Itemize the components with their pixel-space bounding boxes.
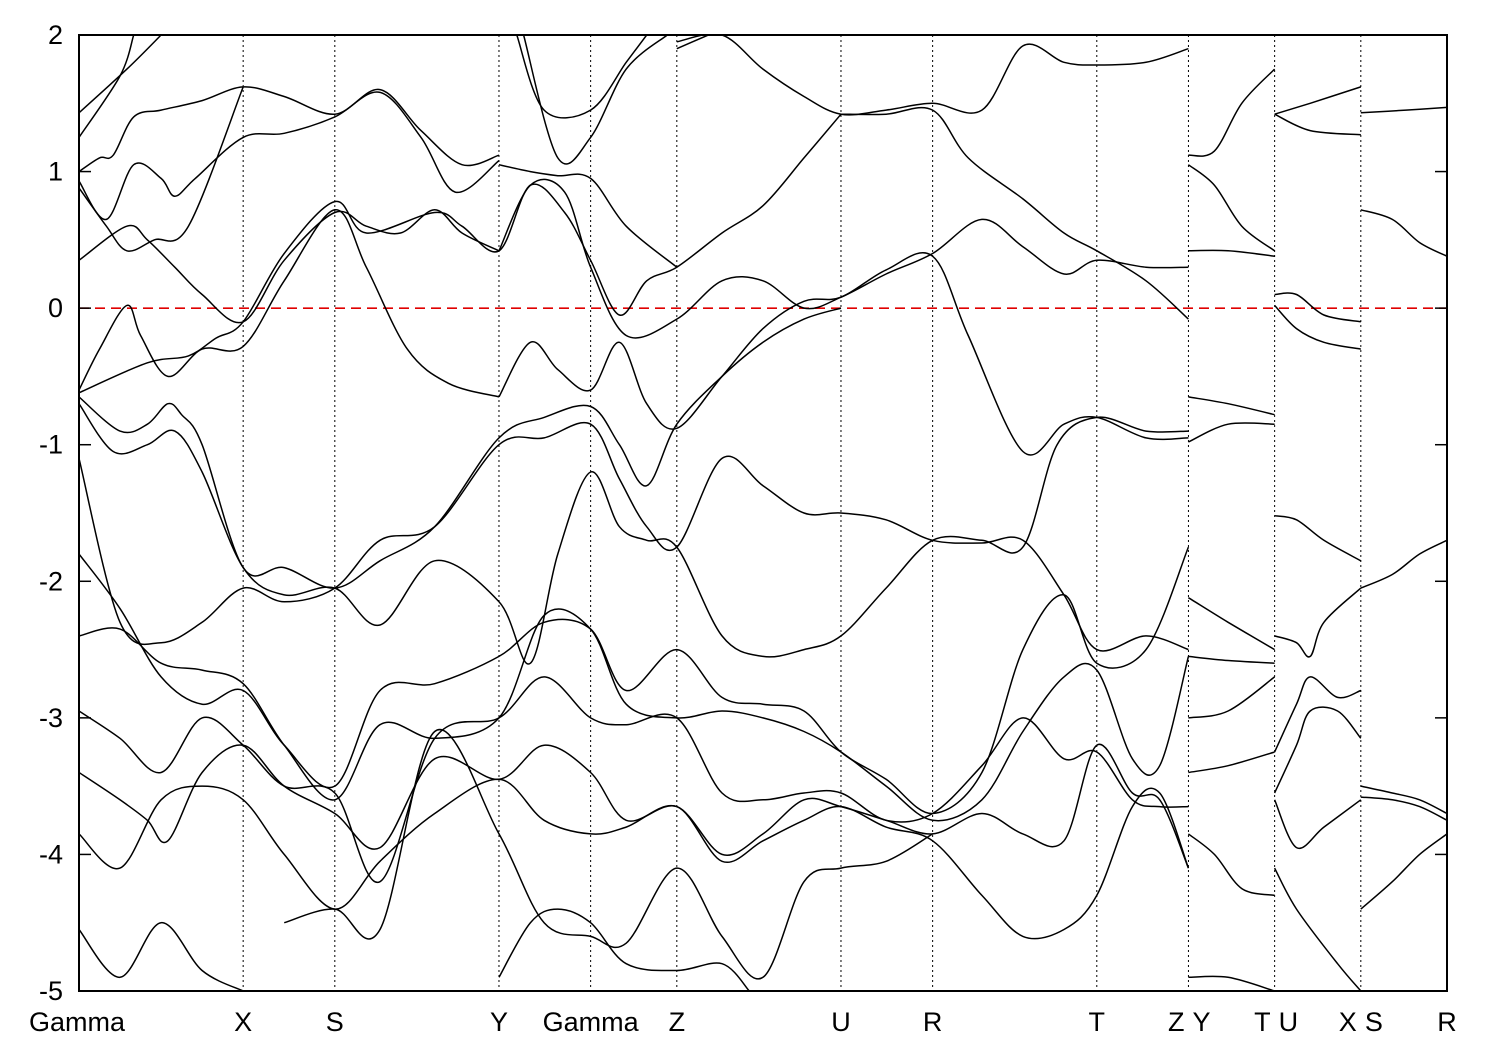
band-line-29 xyxy=(1188,249,1275,257)
band-line-32 xyxy=(1188,597,1275,651)
kpoint-label: Y xyxy=(1192,1007,1210,1037)
band-line-34 xyxy=(1188,676,1276,719)
band-line-18 xyxy=(498,908,750,991)
kpoint-label: Y xyxy=(490,1007,508,1037)
band-line-16 xyxy=(79,921,244,991)
band-line-47 xyxy=(1273,867,1362,991)
y-tick-label: 1 xyxy=(48,157,63,187)
y-tick-label: -3 xyxy=(39,703,63,733)
band-lines xyxy=(79,35,1447,991)
band-line-37 xyxy=(1188,975,1275,991)
band-line-31 xyxy=(1188,422,1275,443)
kpoint-label: U xyxy=(1279,1007,1299,1037)
band-line-40 xyxy=(1274,292,1361,323)
band-line-39 xyxy=(1274,113,1361,136)
y-tick-label: 0 xyxy=(48,293,63,323)
band-line-9 xyxy=(79,403,1189,665)
band-line-51 xyxy=(1360,785,1447,815)
y-tick-label: -1 xyxy=(39,430,63,460)
band-line-38 xyxy=(1274,86,1362,115)
band-line-4 xyxy=(79,86,244,252)
kpoint-label: R xyxy=(1437,1007,1457,1037)
band-line-27 xyxy=(1188,68,1276,157)
band-line-8 xyxy=(79,307,842,589)
kpoint-label: S xyxy=(326,1007,344,1037)
band-line-10 xyxy=(79,421,1189,652)
band-line-15 xyxy=(79,778,1190,940)
band-line-20 xyxy=(522,35,668,165)
kpoint-label: U xyxy=(831,1007,851,1037)
x-axis-kpoint-labels: Gamma X S Y Gamma Z U R T Z Y T U X S R xyxy=(29,1007,1457,1037)
band-line-1 xyxy=(79,35,135,138)
band-line-22 xyxy=(498,178,1189,339)
band-line-52 xyxy=(1360,796,1447,821)
y-axis-ticks: -5 -4 -3 -2 -1 0 1 2 xyxy=(39,20,1447,1006)
band-line-41 xyxy=(1274,304,1361,350)
band-line-49 xyxy=(1360,209,1447,257)
band-line-42 xyxy=(1274,514,1362,562)
kpoint-label: T xyxy=(1254,1007,1271,1037)
kpoint-label: R xyxy=(923,1007,943,1037)
band-line-25 xyxy=(676,35,1189,116)
y-tick-label: -2 xyxy=(39,566,63,596)
band-line-26 xyxy=(840,106,1189,320)
band-line-2 xyxy=(79,86,500,173)
band-line-30 xyxy=(1188,396,1275,416)
y-tick-label: -4 xyxy=(39,839,63,869)
band-line-5 xyxy=(79,209,500,324)
y-tick-label: 2 xyxy=(48,20,63,50)
band-line-44 xyxy=(1273,676,1362,753)
band-line-33 xyxy=(1188,655,1275,664)
kpoint-label: X xyxy=(1339,1007,1357,1037)
band-line-17 xyxy=(283,728,933,980)
band-line-46 xyxy=(1273,799,1362,850)
band-line-13 xyxy=(79,676,1189,883)
band-line-3 xyxy=(79,91,500,221)
kpoint-label: S xyxy=(1365,1007,1383,1037)
kpoint-label: T xyxy=(1089,1007,1106,1037)
band-line-0 xyxy=(79,35,162,114)
band-line-11 xyxy=(79,546,1190,815)
band-line-28 xyxy=(1187,164,1276,252)
band-line-21 xyxy=(498,163,678,268)
kpoint-label: Gamma xyxy=(543,1007,640,1037)
band-line-53 xyxy=(1360,833,1447,910)
high-symmetry-gridlines xyxy=(242,35,1362,991)
band-line-23 xyxy=(498,252,1189,456)
band-line-43 xyxy=(1274,587,1362,658)
band-line-14 xyxy=(79,743,1190,869)
band-line-7 xyxy=(79,113,842,394)
band-line-48 xyxy=(1360,106,1447,114)
kpoint-label: Z xyxy=(669,1007,686,1037)
band-line-45 xyxy=(1273,706,1362,794)
y-tick-label: -5 xyxy=(39,976,63,1006)
band-line-36 xyxy=(1187,833,1275,897)
band-line-35 xyxy=(1188,751,1275,774)
plot-frame xyxy=(78,34,1448,992)
kpoint-label: Z xyxy=(1168,1007,1185,1037)
band-line-12 xyxy=(79,608,1190,822)
band-line-50 xyxy=(1360,539,1447,589)
band-line-6 xyxy=(79,209,500,398)
band-line-19 xyxy=(516,35,648,119)
kpoint-label: Gamma xyxy=(29,1007,126,1037)
kpoint-label: X xyxy=(234,1007,252,1037)
